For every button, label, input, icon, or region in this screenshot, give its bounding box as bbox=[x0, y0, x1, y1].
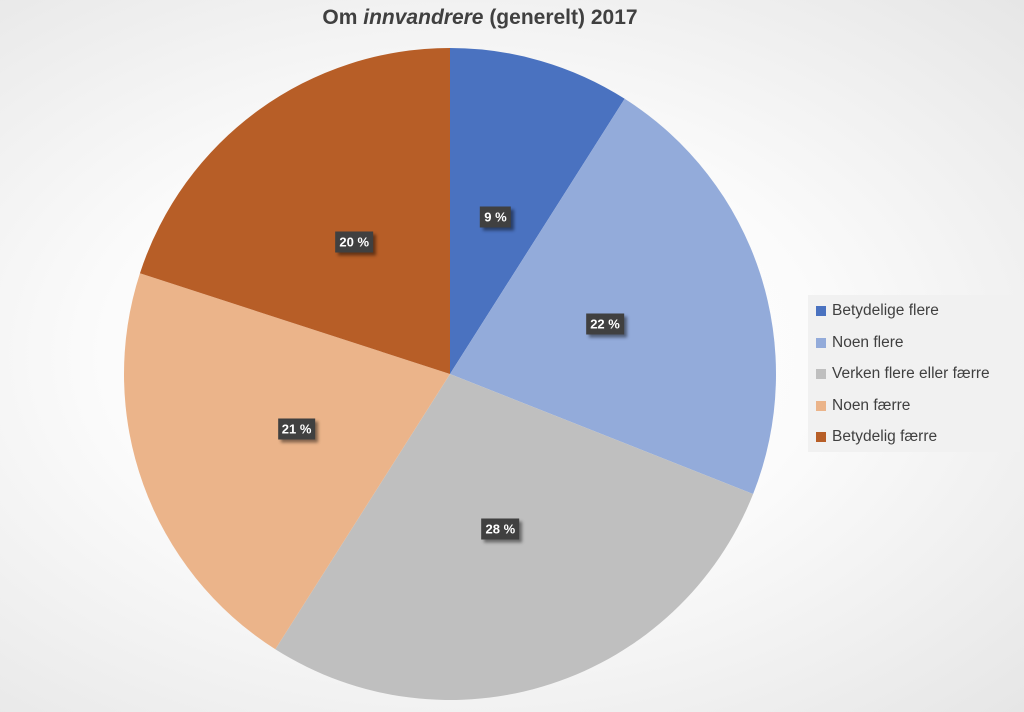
pie-slice bbox=[139, 48, 451, 374]
legend-label: Betydelig færre bbox=[832, 428, 938, 445]
legend-item: Verken flere eller færre bbox=[816, 364, 990, 384]
pie-slice bbox=[450, 98, 776, 495]
data-label: 28 % bbox=[481, 518, 520, 540]
legend-swatch bbox=[816, 337, 826, 348]
data-label: 22 % bbox=[586, 313, 624, 335]
legend-swatch bbox=[816, 306, 826, 316]
legend-swatch bbox=[816, 432, 826, 442]
pie-slice bbox=[124, 273, 450, 650]
chart-title: Om innvandrere (generelt) 2017 bbox=[322, 6, 638, 29]
legend-item: Noen færre bbox=[816, 396, 910, 416]
legend-item: Noen flere bbox=[816, 333, 904, 353]
legend: Betydelige flere Noen flere Verken flere e… bbox=[808, 295, 1020, 452]
legend-swatch bbox=[816, 369, 826, 379]
legend-label: Noen færre bbox=[832, 396, 911, 414]
legend-swatch bbox=[816, 400, 826, 411]
data-label: 9 % bbox=[480, 206, 511, 228]
data-label: 21 % bbox=[277, 418, 316, 440]
pie-slice bbox=[450, 48, 625, 374]
legend-item: Betydelige flere bbox=[816, 301, 939, 321]
legend-label: Betydelige flere bbox=[832, 302, 939, 319]
legend-item: Betydelig færre bbox=[816, 427, 937, 447]
legend-label: Verken flere eller færre bbox=[832, 365, 990, 382]
legend-label: Noen flere bbox=[832, 333, 904, 351]
data-label: 20 % bbox=[335, 231, 374, 253]
